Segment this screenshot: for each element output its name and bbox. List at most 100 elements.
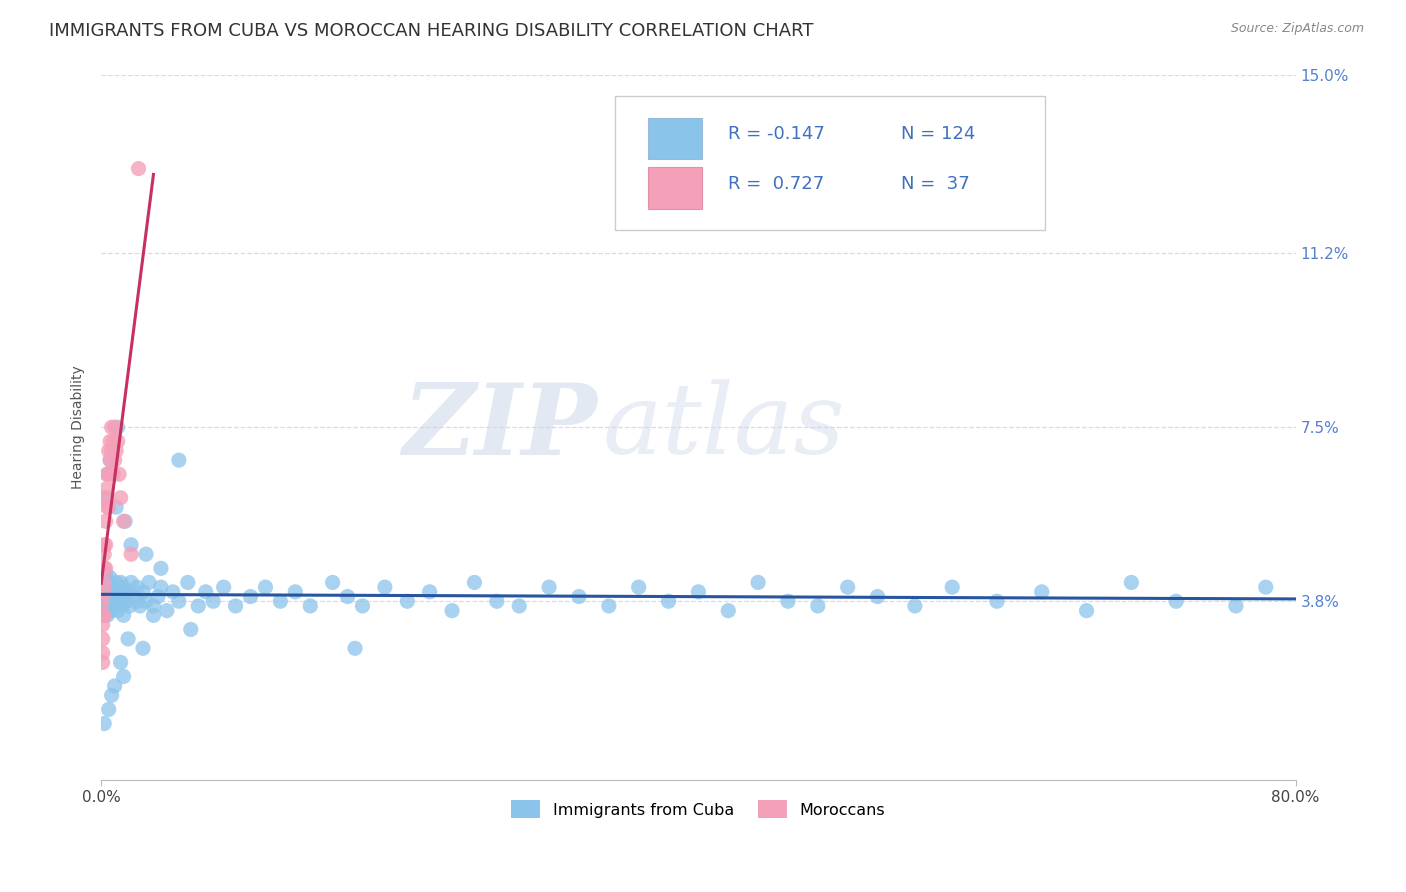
Point [108,594,131,608]
Point [96,599,118,613]
Point [132,641,155,656]
Point [98,571,121,585]
Point [1031,584,1053,599]
Point [904,599,927,613]
Point [97,594,120,608]
Point [93,571,115,585]
Point [115,594,138,608]
Point [162,584,184,599]
Point [239,590,262,604]
Point [97,467,120,482]
Point [146,590,169,604]
Point [97,584,120,599]
Point [94,538,117,552]
Point [93,580,115,594]
Point [120,538,142,552]
Point [688,584,710,599]
Point [105,500,128,515]
Point [419,584,441,599]
Point [117,632,139,646]
Point [156,604,179,618]
Point [94,491,117,505]
Point [112,669,135,683]
Point [91,617,114,632]
Point [96,482,118,496]
Point [807,599,830,613]
Point [91,594,114,608]
Text: N =  37: N = 37 [901,175,970,193]
Text: R =  0.727: R = 0.727 [728,175,824,193]
Point [108,467,131,482]
Point [322,575,344,590]
Text: IMMIGRANTS FROM CUBA VS MOROCCAN HEARING DISABILITY CORRELATION CHART: IMMIGRANTS FROM CUBA VS MOROCCAN HEARING… [49,22,814,40]
Point [94,604,117,618]
Point [1254,580,1277,594]
Point [98,580,121,594]
Point [149,561,172,575]
Point [96,590,118,604]
Point [100,584,122,599]
Point [91,584,114,599]
Point [128,161,150,176]
Point [284,584,307,599]
Point [96,500,118,515]
Point [94,594,117,608]
Point [111,599,134,613]
Point [142,608,165,623]
Point [1076,604,1098,618]
Point [135,547,157,561]
Point [120,575,142,590]
Point [100,420,122,434]
Point [93,608,115,623]
Point [344,641,367,656]
Point [104,594,127,608]
Point [538,580,561,594]
Point [135,594,157,608]
Point [167,594,190,608]
Point [118,599,141,613]
Point [91,632,114,646]
Point [104,453,127,467]
Point [94,566,117,580]
Text: Source: ZipAtlas.com: Source: ZipAtlas.com [1230,22,1364,36]
Point [180,623,202,637]
Point [93,599,115,613]
Point [91,656,114,670]
Point [1121,575,1143,590]
Point [101,434,124,449]
Point [941,580,963,594]
Point [110,656,132,670]
Point [93,590,115,604]
Point [1225,599,1247,613]
Point [132,584,155,599]
Point [138,575,160,590]
FancyBboxPatch shape [648,168,702,209]
Point [107,434,129,449]
Point [93,547,115,561]
Point [463,575,485,590]
Point [114,514,136,528]
Point [91,575,114,590]
Point [142,599,165,613]
Point [94,575,117,590]
Text: atlas: atlas [603,380,845,475]
Point [101,580,124,594]
Point [96,467,118,482]
Point [93,538,115,552]
Point [866,590,889,604]
Point [105,590,128,604]
Point [125,580,148,594]
Point [105,575,128,590]
Point [98,453,121,467]
Point [110,491,132,505]
Point [100,594,122,608]
Point [105,443,128,458]
Point [202,594,225,608]
Point [149,580,172,594]
Point [98,599,121,613]
Point [837,580,859,594]
Point [93,575,115,590]
Point [986,594,1008,608]
Point [98,434,121,449]
Point [299,599,322,613]
